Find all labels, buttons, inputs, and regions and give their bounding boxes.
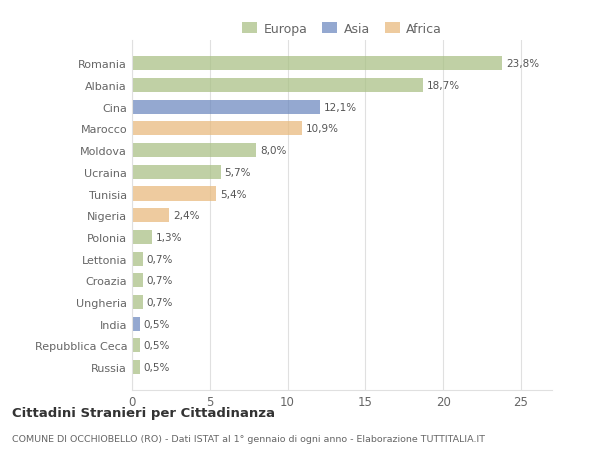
Bar [132,187,216,201]
Text: 0,7%: 0,7% [147,297,173,308]
Text: 0,5%: 0,5% [143,341,170,351]
Bar [132,339,140,353]
Text: 0,5%: 0,5% [143,319,170,329]
Bar [132,122,302,136]
Bar [132,360,140,374]
Bar [132,274,143,288]
Bar [132,165,221,179]
Bar [132,101,320,115]
Text: 0,7%: 0,7% [147,254,173,264]
Text: 12,1%: 12,1% [324,102,357,112]
Text: 0,7%: 0,7% [147,276,173,285]
Bar [132,79,423,93]
Bar [132,252,143,266]
Text: 2,4%: 2,4% [173,211,200,221]
Bar [132,317,140,331]
Text: 8,0%: 8,0% [260,146,287,156]
Text: 1,3%: 1,3% [156,232,182,242]
Text: 5,7%: 5,7% [224,168,251,178]
Text: 10,9%: 10,9% [305,124,338,134]
Text: 18,7%: 18,7% [427,81,460,91]
Text: Cittadini Stranieri per Cittadinanza: Cittadini Stranieri per Cittadinanza [12,406,275,419]
Text: 0,5%: 0,5% [143,362,170,372]
Bar [132,57,502,71]
Bar [132,144,256,158]
Bar [132,230,152,244]
Legend: Europa, Asia, Africa: Europa, Asia, Africa [237,18,447,41]
Bar [132,209,169,223]
Text: 5,4%: 5,4% [220,189,247,199]
Text: 23,8%: 23,8% [506,59,539,69]
Bar [132,295,143,309]
Text: COMUNE DI OCCHIOBELLO (RO) - Dati ISTAT al 1° gennaio di ogni anno - Elaborazion: COMUNE DI OCCHIOBELLO (RO) - Dati ISTAT … [12,434,485,443]
